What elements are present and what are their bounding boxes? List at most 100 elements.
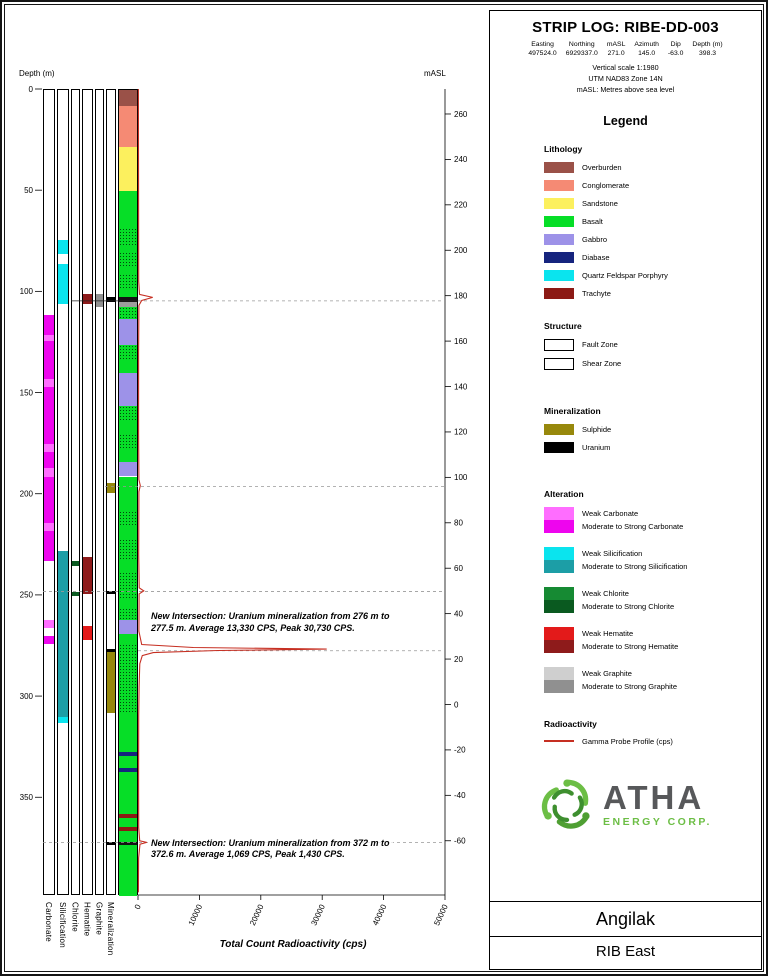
legend-item-qfp: Quartz Feldspar Porphyry xyxy=(544,269,755,281)
gamma-line-swatch xyxy=(544,740,574,743)
graphite-swatch xyxy=(544,666,574,693)
trachyte-swatch xyxy=(544,287,574,299)
interval-uranium xyxy=(107,297,115,302)
collar-field-dip: Dip -63.0 xyxy=(667,41,684,58)
interval-moderate-to-strong-hematite xyxy=(83,294,92,305)
area-name: RIB East xyxy=(595,943,656,960)
interval-basalt xyxy=(119,539,137,560)
interval-uranium xyxy=(119,841,137,845)
interval-basalt xyxy=(119,571,137,600)
legend-group-hematite: Weak Hematite Moderate to Strong Hematite xyxy=(544,626,755,653)
fault-zone-swatch xyxy=(544,338,574,351)
interval-basalt xyxy=(119,527,137,540)
strip-log-area: Depth (m) mASL Carbonate Silicification Ch… xyxy=(5,5,487,973)
interval-weak-hematite xyxy=(83,626,92,641)
interval-weak-silicification xyxy=(58,239,68,254)
legend-item-trachyte: Trachyte xyxy=(544,287,755,299)
interval-weak-silicification xyxy=(58,717,68,724)
interval-basalt xyxy=(119,361,137,374)
track-carbonate xyxy=(43,89,55,895)
interval-moderate-to-strong-carbonate xyxy=(44,531,54,562)
logo-subtitle: ENERGY CORP. xyxy=(603,816,712,829)
xaxis-title: Total Count Radioactivity (cps) xyxy=(219,939,367,950)
interval-basalt xyxy=(119,608,137,621)
interval-basalt xyxy=(119,771,137,815)
interval-moderate-to-strong-carbonate xyxy=(44,636,54,645)
interval-gabbro xyxy=(119,462,137,477)
legend-item-sulphide: Sulphide xyxy=(544,423,755,435)
interval-basalt xyxy=(119,634,137,645)
legend-title: Legend xyxy=(603,113,648,128)
interval-moderate-to-strong-graphite xyxy=(96,294,103,307)
interval-weak-carbonate xyxy=(44,523,54,532)
interval-uranium xyxy=(107,591,115,594)
interval-graphite xyxy=(119,301,137,307)
legend-item-basalt: Basalt xyxy=(544,215,755,227)
atha-logo-icon xyxy=(541,779,590,829)
legend: Lithology Overburden Conglomerate Sandst… xyxy=(490,128,761,753)
annotation-uranium-372m: New Intersection: Uranium mineralization… xyxy=(151,837,393,862)
depth-axis-label: Depth (m) xyxy=(19,69,55,78)
interval-trachyte xyxy=(119,814,137,819)
collar-table: Easting 497524.0 Northing 6929337.0 mASL… xyxy=(490,40,761,58)
legend-item-overburden: Overburden xyxy=(544,161,755,173)
legend-section-lithology: Lithology Overburden Conglomerate Sandst… xyxy=(544,144,755,299)
interval-moderate-to-strong-carbonate xyxy=(44,314,54,335)
legend-item-conglomerate: Conglomerate xyxy=(544,179,755,191)
track-mineralization xyxy=(106,89,116,895)
title-block: Angilak RIB East xyxy=(490,901,761,969)
track-lithology xyxy=(118,89,138,896)
uranium-swatch xyxy=(544,441,574,453)
interval-weak-carbonate xyxy=(44,444,54,453)
interval-gabbro xyxy=(119,318,137,345)
chlorite-swatch xyxy=(544,586,574,613)
overburden-swatch xyxy=(544,161,574,173)
qfp-swatch xyxy=(544,269,574,281)
interval-moderate-to-strong-hematite xyxy=(83,557,92,594)
legend-item-diabase: Diabase xyxy=(544,251,755,263)
track-label-carbonate: Carbonate xyxy=(44,901,53,943)
interval-basalt xyxy=(119,510,137,528)
note-masl: mASL: Metres above sea level xyxy=(576,84,675,94)
interval-basalt xyxy=(119,274,137,291)
basalt-swatch xyxy=(544,215,574,227)
interval-basalt xyxy=(119,844,137,896)
interval-basalt xyxy=(119,559,137,572)
interval-diabase xyxy=(119,751,137,756)
interval-basalt xyxy=(119,830,137,842)
interval-sulphide xyxy=(107,651,115,714)
interval-basalt xyxy=(119,251,137,269)
legend-group-graphite: Weak Graphite Moderate to Strong Graphite xyxy=(544,666,755,693)
interval-basalt xyxy=(119,268,137,275)
track-chlorite xyxy=(71,89,80,895)
legend-item-fault-zone: Fault Zone xyxy=(544,338,755,351)
diabase-swatch xyxy=(544,251,574,263)
interval-gabbro xyxy=(119,373,137,406)
collar-field-azimuth: Azimuth 145.0 xyxy=(634,41,659,58)
interval-weak-carbonate xyxy=(44,334,54,341)
interval-basalt xyxy=(119,818,137,827)
interval-basalt xyxy=(119,713,137,752)
interval-weak-silicification xyxy=(58,264,68,305)
legend-group-chlorite: Weak Chlorite Moderate to Strong Chlorite xyxy=(544,586,755,613)
interval-uranium xyxy=(119,297,137,302)
collar-field-northing: Northing 6929337.0 xyxy=(565,41,598,58)
legend-group-carbonate: Weak Carbonate Moderate to Strong Carbona… xyxy=(544,506,755,533)
legend-item-shear-zone: Shear Zone xyxy=(544,357,755,370)
interval-diabase xyxy=(119,767,137,772)
interval-basalt xyxy=(119,227,137,246)
shear-zone-swatch xyxy=(544,357,574,370)
legend-item-gamma-profile: Gamma Probe Profile (cps) xyxy=(544,737,755,746)
legend-item-gabbro: Gabbro xyxy=(544,233,755,245)
note-utm: UTM NAD83 Zone 14N xyxy=(588,74,663,84)
track-label-mineralization: Mineralization xyxy=(106,901,115,956)
interval-moderate-to-strong-chlorite xyxy=(72,591,79,596)
collar-field-depth: Depth (m) 398.3 xyxy=(692,41,723,58)
interval-moderate-to-strong-carbonate xyxy=(44,340,54,380)
interval-gabbro xyxy=(119,620,137,635)
atha-logo: ATHA ENERGY CORP. xyxy=(490,777,761,833)
silicification-swatch xyxy=(544,546,574,573)
interval-uranium xyxy=(107,648,115,652)
sulphide-swatch xyxy=(544,423,574,435)
sandstone-swatch xyxy=(544,197,574,209)
